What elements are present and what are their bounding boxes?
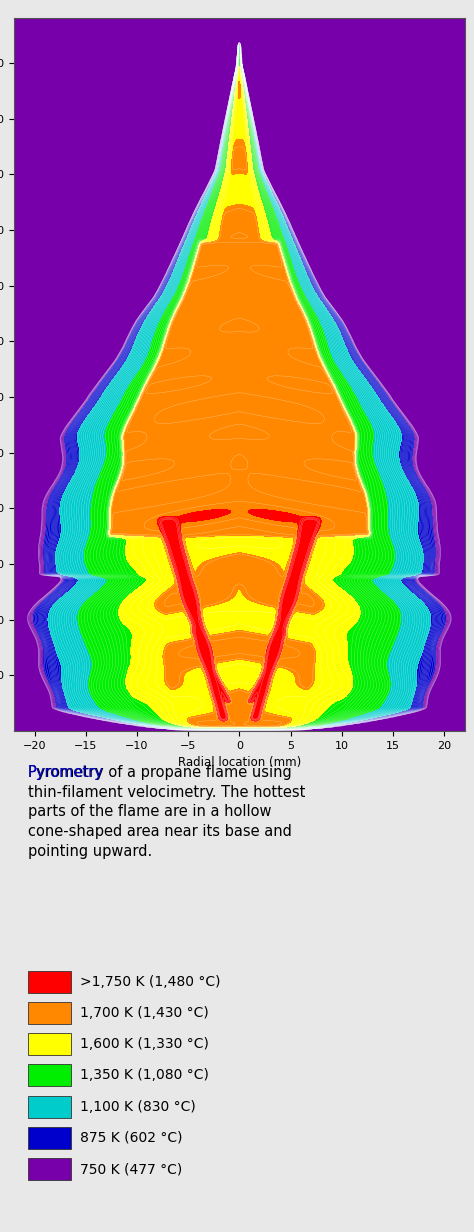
Text: 750 K (477 °C): 750 K (477 °C)	[80, 1162, 182, 1177]
X-axis label: Radial location (mm): Radial location (mm)	[178, 756, 301, 769]
Text: 1,600 K (1,330 °C): 1,600 K (1,330 °C)	[80, 1037, 209, 1051]
Text: >1,750 K (1,480 °C): >1,750 K (1,480 °C)	[80, 975, 220, 988]
FancyBboxPatch shape	[27, 1002, 71, 1024]
Text: 875 K (602 °C): 875 K (602 °C)	[80, 1131, 182, 1145]
Text: 1,700 K (1,430 °C): 1,700 K (1,430 °C)	[80, 1005, 208, 1020]
Text: Pyrometry of a propane flame using 
thin-filament velocimetry. The hottest
parts: Pyrometry of a propane flame using thin-…	[27, 765, 305, 859]
Text: 1,350 K (1,080 °C): 1,350 K (1,080 °C)	[80, 1068, 209, 1083]
FancyBboxPatch shape	[27, 1158, 71, 1180]
FancyBboxPatch shape	[27, 1034, 71, 1055]
FancyBboxPatch shape	[27, 1095, 71, 1117]
FancyBboxPatch shape	[27, 1127, 71, 1149]
FancyBboxPatch shape	[27, 971, 71, 993]
FancyBboxPatch shape	[27, 1064, 71, 1087]
Text: Pyrometry: Pyrometry	[27, 765, 103, 780]
Text: 1,100 K (830 °C): 1,100 K (830 °C)	[80, 1100, 195, 1114]
